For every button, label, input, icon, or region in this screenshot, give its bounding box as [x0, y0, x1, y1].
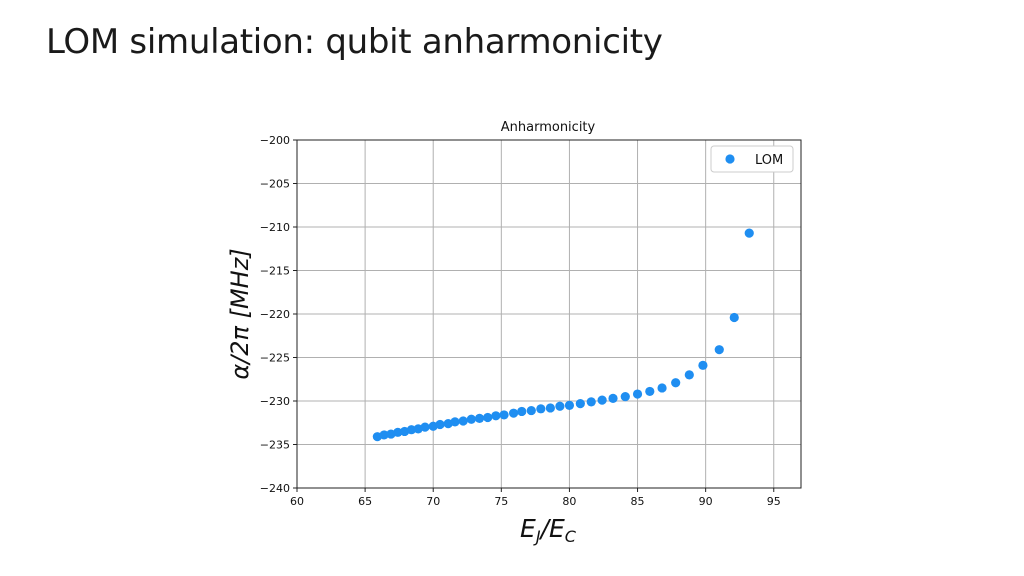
legend-label: LOM [755, 153, 783, 168]
data-points [372, 228, 754, 442]
data-point [466, 414, 476, 424]
data-point [458, 416, 468, 426]
x-tick-label: 90 [699, 495, 713, 508]
data-point [729, 312, 739, 323]
data-point [684, 370, 694, 380]
data-point [671, 378, 681, 388]
legend-marker [725, 154, 735, 164]
data-point [620, 392, 630, 402]
data-point [608, 393, 618, 403]
y-tick-label: −215 [260, 265, 290, 278]
x-tick-label: 70 [426, 495, 440, 508]
data-point [483, 412, 493, 423]
x-tick-label: 65 [358, 495, 372, 508]
data-point [714, 345, 724, 355]
data-point [474, 413, 485, 423]
data-point [575, 399, 585, 409]
data-point [499, 410, 509, 420]
data-point [491, 411, 501, 421]
data-point [698, 360, 708, 370]
data-point [632, 389, 643, 399]
y-tick-label: −230 [260, 395, 290, 408]
y-tick-label: −200 [260, 134, 290, 147]
y-axis-label: α/2π [MHz] [226, 248, 254, 379]
data-point [435, 419, 445, 430]
x-tick-label: 95 [767, 495, 781, 508]
data-point [536, 404, 546, 414]
data-point [564, 400, 575, 410]
x-tick-label: 60 [290, 495, 304, 508]
y-tick-label: −220 [260, 308, 290, 321]
chart-title: Anharmonicity [501, 120, 596, 135]
slide-title: LOM simulation: qubit anharmonicity [46, 22, 663, 62]
y-tick-label: −235 [260, 439, 290, 452]
data-point [586, 397, 596, 407]
y-tick-label: −225 [260, 352, 290, 365]
x-axis-label: EJ/EC [520, 514, 577, 546]
data-point [645, 386, 655, 397]
x-tick-label: 80 [562, 495, 576, 508]
data-point [517, 406, 527, 417]
data-point [744, 228, 754, 238]
grid [296, 139, 801, 489]
data-point [597, 395, 607, 405]
x-tick-label: 75 [494, 495, 508, 508]
x-tick-label: 85 [631, 495, 645, 508]
data-point [555, 401, 565, 411]
y-tick-label: −205 [260, 178, 290, 191]
data-point [393, 427, 403, 437]
y-tick-label: −240 [260, 482, 290, 495]
data-point [508, 408, 519, 418]
data-point [420, 422, 430, 432]
data-point [545, 403, 555, 413]
data-point [450, 417, 460, 427]
data-point [379, 430, 389, 440]
data-point [406, 425, 417, 435]
legend: LOM [710, 145, 794, 173]
data-point [657, 383, 667, 393]
y-tick-label: −210 [260, 221, 290, 234]
data-point [526, 405, 536, 416]
legend-box [710, 145, 794, 173]
axis-ticks: 60 65 70 75 80 85 90 95 −200 −205 −210 −215 −220 −225… [260, 134, 781, 508]
